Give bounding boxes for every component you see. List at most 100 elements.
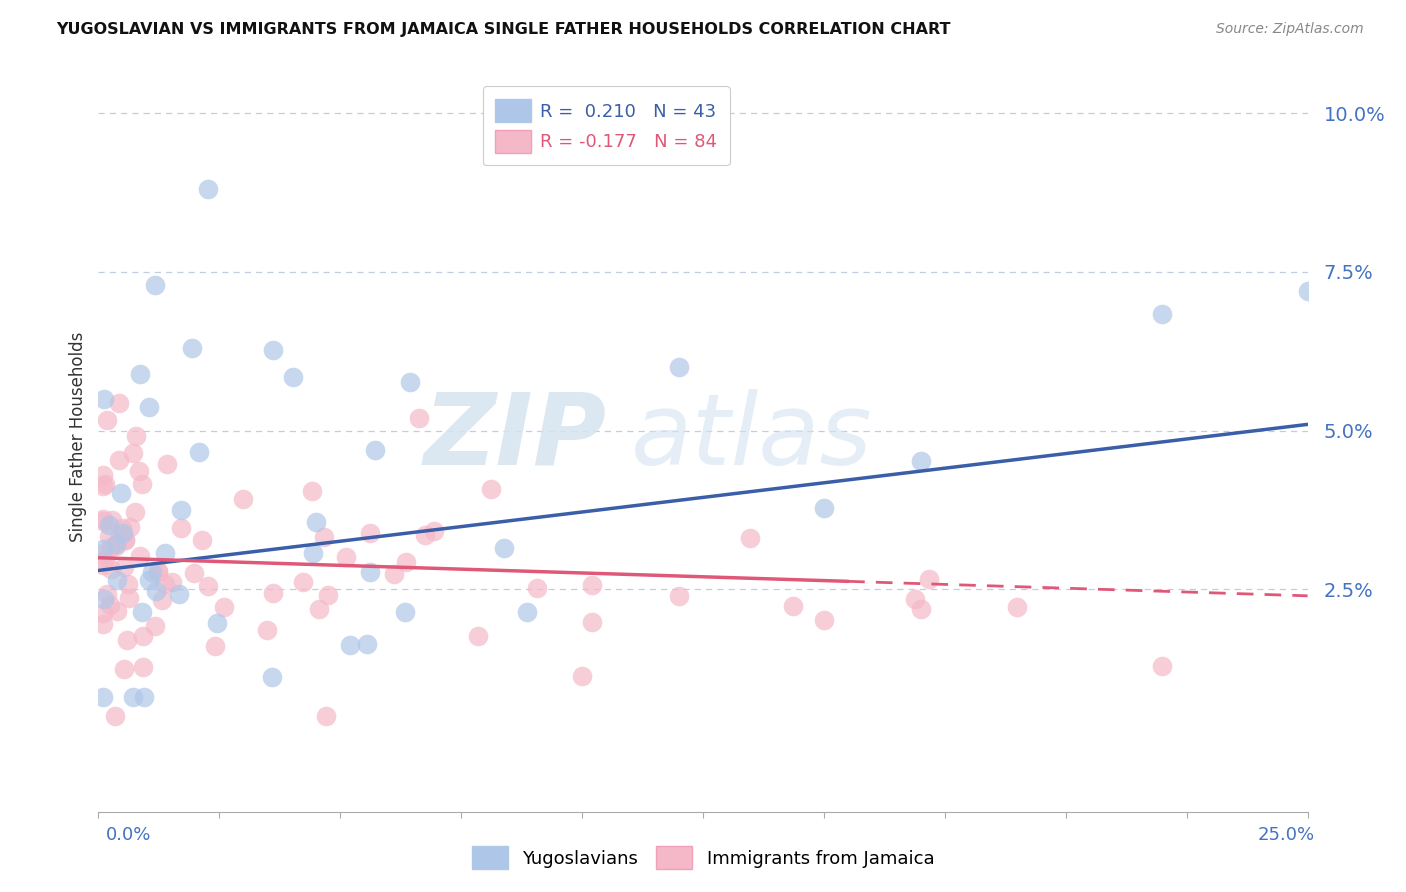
Point (740, 531, 762, 545)
Legend: R =  0.210   N = 43, R = -0.177   N = 84: R = 0.210 N = 43, R = -0.177 N = 84 (482, 87, 730, 165)
Point (143, 277, 166, 292)
Point (96, 413, 118, 427)
Point (180, 341, 202, 355)
Point (167, 586, 190, 600)
Point (423, 524, 446, 539)
Point (1152, 659, 1174, 673)
Point (394, 606, 416, 620)
Point (115, 633, 138, 648)
Point (813, 500, 835, 515)
Point (183, 566, 205, 580)
Point (212, 600, 235, 615)
Point (146, 565, 169, 579)
Point (104, 537, 127, 551)
Point (408, 411, 430, 425)
Text: YUGOSLAVIAN VS IMMIGRANTS FROM JAMAICA SINGLE FATHER HOUSEHOLDS CORRELATION CHAR: YUGOSLAVIAN VS IMMIGRANTS FROM JAMAICA S… (56, 22, 950, 37)
Point (96, 587, 118, 601)
Point (197, 182, 219, 196)
Point (108, 529, 131, 543)
Point (1007, 599, 1029, 614)
Point (339, 638, 361, 652)
Text: 25.0%: 25.0% (1257, 826, 1315, 844)
Point (291, 575, 314, 590)
Point (156, 457, 179, 471)
Point (108, 396, 131, 410)
Point (359, 565, 381, 579)
Point (1296, 284, 1319, 298)
Point (107, 573, 129, 587)
Point (91, 545, 114, 559)
Point (94, 476, 117, 491)
Point (91, 514, 114, 528)
Point (121, 446, 143, 460)
Point (101, 513, 124, 527)
Point (93, 392, 115, 406)
Point (114, 662, 136, 676)
Point (904, 592, 927, 607)
Point (262, 343, 284, 357)
Point (479, 483, 502, 497)
Point (145, 584, 167, 599)
Point (98, 529, 121, 543)
Point (492, 541, 515, 556)
Point (356, 637, 378, 651)
Point (395, 555, 418, 569)
Point (94, 553, 117, 567)
Point (132, 629, 155, 643)
Point (160, 575, 183, 590)
Point (232, 492, 254, 507)
Point (91, 558, 114, 572)
Point (205, 616, 228, 631)
Point (97, 517, 120, 532)
Point (170, 503, 193, 517)
Point (382, 566, 405, 581)
Point (170, 521, 193, 535)
Point (910, 602, 932, 616)
Point (335, 550, 357, 565)
Point (204, 640, 226, 654)
Point (114, 533, 136, 548)
Y-axis label: Single Father Households: Single Father Households (69, 332, 87, 542)
Text: ZIP: ZIP (423, 389, 606, 485)
Point (110, 486, 132, 500)
Point (131, 477, 153, 491)
Point (108, 453, 131, 467)
Point (581, 577, 603, 591)
Point (301, 484, 323, 499)
Point (91, 606, 114, 620)
Point (782, 599, 804, 614)
Point (98, 598, 121, 612)
Point (467, 629, 489, 643)
Point (262, 670, 284, 684)
Point (128, 464, 150, 478)
Point (668, 589, 690, 603)
Point (668, 360, 690, 375)
Point (91, 512, 114, 526)
Point (155, 577, 177, 591)
Point (813, 613, 835, 627)
Point (111, 521, 134, 535)
Point (100, 562, 122, 576)
Point (262, 586, 284, 600)
Point (918, 572, 941, 586)
Point (122, 690, 145, 705)
Point (138, 401, 160, 415)
Point (359, 526, 381, 541)
Point (150, 592, 173, 607)
Point (197, 579, 219, 593)
Point (302, 546, 325, 560)
Point (91, 479, 114, 493)
Text: 0.0%: 0.0% (105, 826, 150, 844)
Point (91, 616, 114, 631)
Point (146, 565, 169, 579)
Point (526, 581, 548, 595)
Point (128, 549, 150, 563)
Point (91, 468, 114, 483)
Point (191, 533, 214, 548)
Point (112, 526, 135, 541)
Point (124, 429, 146, 443)
Text: Source: ZipAtlas.com: Source: ZipAtlas.com (1216, 22, 1364, 37)
Point (114, 533, 136, 548)
Point (305, 515, 328, 529)
Point (398, 375, 420, 389)
